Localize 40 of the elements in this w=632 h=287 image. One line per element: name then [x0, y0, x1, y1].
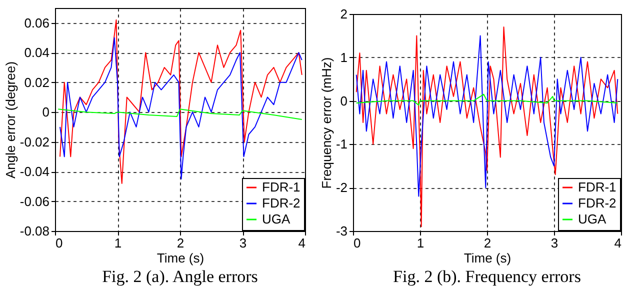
- y-tick-label: 0: [42, 104, 50, 120]
- x-tick-label: 2: [484, 236, 492, 250]
- x-tick-label: 0: [56, 236, 63, 250]
- y-tick-label: 0.02: [24, 74, 50, 90]
- x-axis-title: Time (s): [156, 250, 204, 266]
- y-tick-label: -1: [336, 136, 348, 152]
- legend-label: FDR-1: [262, 180, 300, 194]
- x-tick-label: 1: [416, 236, 424, 250]
- y-tick-label: -0.06: [20, 194, 50, 209]
- y-tick-label: -0.04: [20, 164, 50, 180]
- x-tick-label: 3: [550, 236, 558, 250]
- y-tick-label: 0.04: [24, 45, 50, 60]
- legend-label: UGA: [262, 212, 290, 226]
- y-tick-label: 0: [340, 93, 348, 108]
- y-tick-label: -0.02: [20, 134, 50, 150]
- text: Fig. 2 (a). Angle errors: [102, 267, 258, 286]
- x-axis-title: Time (s): [464, 250, 512, 266]
- x-tick-label: 2: [176, 236, 184, 250]
- y-axis-title: Frequency error (mHz): [318, 57, 334, 189]
- line-series: [356, 94, 618, 106]
- text: Fig. 2 (b). Frequency errors: [393, 267, 581, 286]
- legend-label: UGA: [578, 212, 606, 226]
- x-tick-label: 4: [614, 236, 622, 250]
- legend-label: FDR-2: [262, 196, 300, 210]
- line-series: [58, 108, 302, 120]
- y-tick-label: -2: [336, 180, 348, 196]
- x-tick-label: 0: [354, 236, 361, 250]
- y-tick-label: -0.08: [20, 224, 50, 238]
- legend-label: FDR-2: [578, 196, 616, 210]
- line-series: [356, 26, 618, 228]
- y-axis-title: Angle error (degree): [2, 61, 18, 179]
- x-tick-label: 1: [114, 236, 122, 250]
- line-series: [356, 35, 618, 197]
- y-tick-label: 2: [340, 6, 348, 22]
- x-tick-label: 3: [239, 236, 247, 250]
- y-tick-label: -3: [336, 224, 348, 238]
- y-tick-label: 0.06: [24, 15, 50, 30]
- legend-label: FDR-1: [578, 180, 616, 194]
- y-tick-label: 1: [340, 50, 348, 65]
- x-tick-label: 4: [298, 236, 306, 250]
